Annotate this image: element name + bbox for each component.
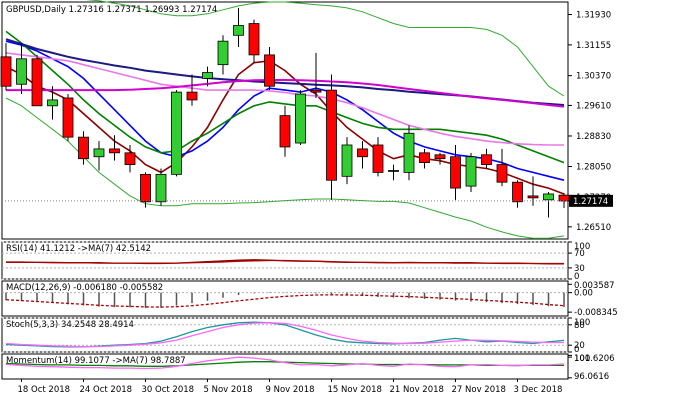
candle-up	[388, 170, 399, 172]
candle-down	[310, 89, 322, 93]
price-tick-label: 1.26510	[576, 223, 611, 233]
candle-up	[16, 58, 27, 85]
candle-down	[481, 154, 492, 165]
candle-up	[155, 173, 167, 203]
panel-tick-label: 0.003587	[574, 281, 615, 291]
candle-up	[93, 148, 105, 158]
candle-down	[248, 23, 260, 56]
candle-down	[0, 56, 12, 87]
panel-tick-label: 0	[574, 272, 579, 282]
candle-down	[512, 181, 523, 203]
price-tick-label: 1.28050	[576, 163, 611, 173]
candle-down	[124, 152, 136, 165]
x-tick-label: 30 Oct 2018	[142, 385, 195, 395]
moving-average-line-ma_magenta	[6, 79, 565, 108]
panel-tick-label: 100.6206	[574, 354, 615, 364]
candle-up	[465, 156, 477, 187]
candle-up	[295, 93, 306, 144]
candle-down	[450, 156, 461, 189]
x-tick-label: 27 Nov 2018	[452, 385, 506, 395]
candle-up	[543, 193, 554, 201]
candle-up	[171, 91, 182, 175]
panel-tick-label: 96.0616	[574, 372, 609, 382]
candle-down	[140, 173, 151, 203]
candle-down	[264, 54, 275, 87]
stoch-panel-label: Stoch(5,3,3) 34.2548 28.4914	[6, 320, 134, 330]
candle-down	[109, 148, 120, 154]
candle-down	[326, 89, 337, 181]
x-tick-label: 21 Nov 2018	[390, 385, 444, 395]
panel-tick-label: 0	[574, 345, 579, 355]
candle-down	[527, 195, 539, 199]
rsi-line	[6, 259, 564, 265]
panel-tick-label: 100	[574, 318, 590, 328]
price-tick-label: 1.31155	[576, 41, 611, 51]
x-tick-label: 9 Nov 2018	[266, 385, 315, 395]
candle-down	[78, 136, 89, 160]
mom-panel-label: Momentum(14) 99.1077 ->MA(7) 98.7887	[6, 356, 186, 366]
last-price-label: 1.27174	[573, 197, 608, 207]
panel-tick-label: 70	[574, 249, 585, 259]
x-tick-label: 24 Oct 2018	[80, 385, 133, 395]
chart-header-label: GBPUSD,Daily 1.27316 1.27371 1.26993 1.2…	[6, 5, 217, 15]
candle-down	[434, 154, 446, 160]
price-tick-label: 1.29610	[576, 101, 611, 111]
panel-tick-label: 101	[574, 354, 590, 364]
candle-up	[47, 99, 58, 107]
candle-up	[217, 40, 229, 66]
x-tick-label: 5 Nov 2018	[204, 385, 253, 395]
panel-tick-label: -0.008345	[574, 308, 618, 318]
macd-line	[5, 294, 565, 308]
moving-average-line-ma_green	[5, 30, 565, 164]
candle-down	[31, 58, 43, 107]
price-tick-label: 1.28830	[576, 132, 611, 142]
price-tick-label: 1.31930	[576, 11, 611, 21]
candle-down	[62, 97, 74, 138]
last-price-tag	[569, 194, 613, 207]
candle-up	[403, 132, 415, 173]
candle-down	[558, 194, 570, 202]
candle-down	[496, 164, 508, 183]
candle-down	[419, 152, 430, 164]
panel-tick-label: 0.00	[574, 289, 593, 299]
candle-down	[279, 115, 291, 148]
panel-tick-label: 30	[574, 264, 585, 274]
candle-down	[186, 91, 198, 101]
bollinger-upper-line	[85, 0, 565, 97]
candle-down	[357, 148, 368, 158]
rsi-panel-label: RSI(14) 41.1212 ->MA(7) 42.5142	[6, 244, 151, 254]
price-tick-label: 1.30370	[576, 72, 611, 82]
panel-tick-label: 100	[574, 242, 590, 252]
candle-up	[233, 25, 244, 36]
moving-average-line-ma_pink	[5, 52, 564, 146]
panel-tick-label: 20	[574, 341, 585, 351]
x-tick-label: 18 Oct 2018	[18, 385, 71, 395]
panel-tick-label: 80	[574, 321, 585, 331]
candle-down	[372, 144, 384, 173]
mom-line	[5, 356, 565, 370]
candle-up	[341, 144, 353, 177]
x-tick-label: 3 Dec 2018	[514, 385, 563, 395]
x-tick-label: 15 Nov 2018	[328, 385, 382, 395]
macd-panel-label: MACD(12,26,9) -0.006180 -0.005582	[6, 283, 163, 293]
stoch-line	[5, 322, 564, 348]
candle-up	[202, 72, 213, 79]
